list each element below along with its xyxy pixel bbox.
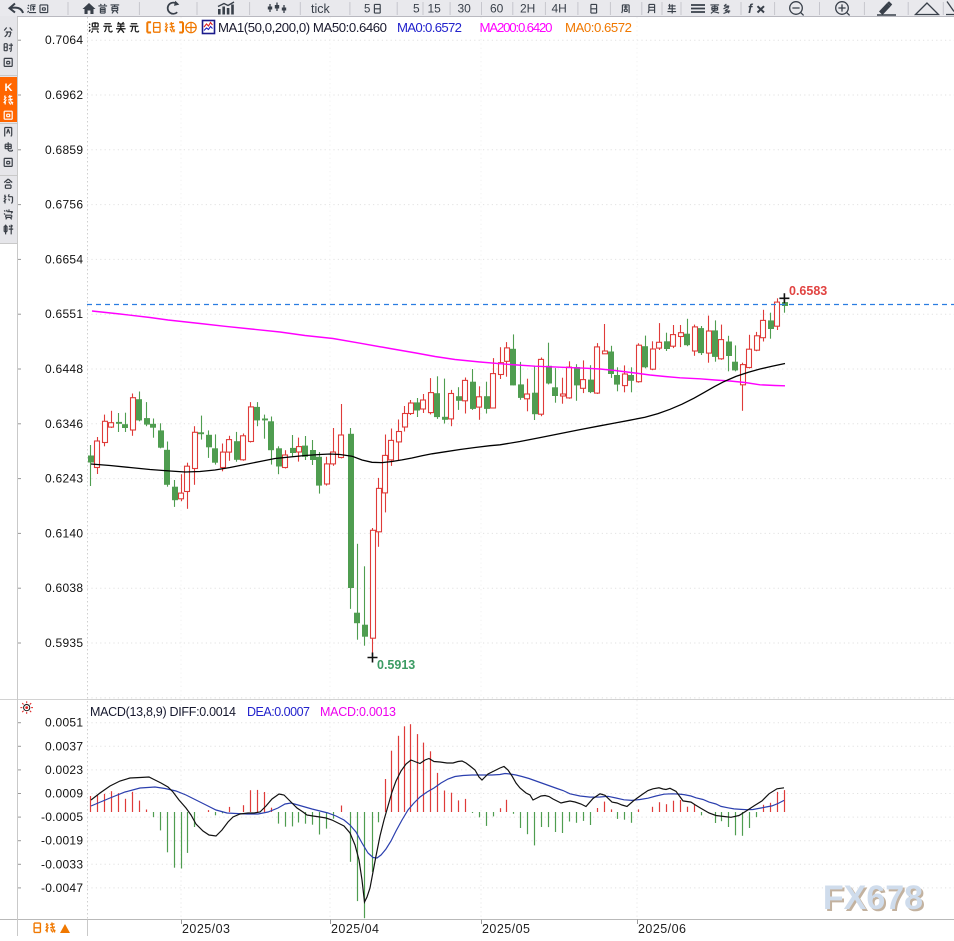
svg-text:-0.0047: -0.0047 [41,881,83,895]
svg-text:5: 5 [364,3,370,15]
svg-text:0.6551: 0.6551 [45,307,83,321]
svg-text:0.7064: 0.7064 [45,33,83,47]
svg-text:MA0:0.6572: MA0:0.6572 [565,20,632,35]
svg-text:4H: 4H [552,2,567,16]
svg-text:2025/04: 2025/04 [331,922,379,936]
svg-text:0.6038: 0.6038 [45,581,83,595]
svg-text:MACD:0.0013: MACD:0.0013 [320,705,396,719]
svg-text:0.0037: 0.0037 [45,739,83,753]
svg-text:0.6962: 0.6962 [45,88,83,102]
svg-text:2025/05: 2025/05 [482,922,530,936]
svg-text:0.6243: 0.6243 [45,472,83,486]
svg-text:0.6756: 0.6756 [45,198,83,212]
svg-text:30: 30 [458,2,472,16]
svg-text:K: K [5,82,13,94]
svg-text:2025/06: 2025/06 [638,922,686,936]
svg-text:0.0023: 0.0023 [45,763,83,777]
svg-text:2025/03: 2025/03 [182,922,230,936]
svg-text:0.5913: 0.5913 [377,658,415,672]
svg-text:2H: 2H [520,2,535,16]
svg-text:MA200:0.6420: MA200:0.6420 [480,20,553,35]
svg-text:0.6346: 0.6346 [45,417,83,431]
svg-text:5: 5 [413,2,420,16]
svg-text:0.5935: 0.5935 [45,636,83,650]
svg-text:-0.0033: -0.0033 [41,857,83,871]
svg-text:f: f [748,2,754,16]
svg-text:FX678: FX678 [825,881,925,919]
svg-text:-0.0019: -0.0019 [41,834,83,848]
svg-text:0.0051: 0.0051 [45,716,83,730]
svg-text:0.6140: 0.6140 [45,526,83,540]
svg-text:0.6583: 0.6583 [789,284,827,298]
svg-text:0.6654: 0.6654 [45,252,83,266]
svg-text:0.6859: 0.6859 [45,143,83,157]
svg-text:MACD(13,8,9) DIFF:0.0014: MACD(13,8,9) DIFF:0.0014 [90,705,236,719]
svg-text:MA0:0.6572: MA0:0.6572 [397,20,462,35]
svg-text:60: 60 [490,2,504,16]
svg-text:0.6448: 0.6448 [45,362,83,376]
svg-text:15: 15 [428,2,442,16]
svg-text:0.0009: 0.0009 [45,787,83,801]
svg-text:DEA:0.0007: DEA:0.0007 [247,705,310,719]
svg-text:tick: tick [311,2,331,16]
svg-text:-0.0005: -0.0005 [41,810,83,824]
svg-text:FX678: FX678 [823,879,923,917]
svg-text:MA1(50,0,200,0) MA50:0.6460: MA1(50,0,200,0) MA50:0.6460 [218,20,387,35]
